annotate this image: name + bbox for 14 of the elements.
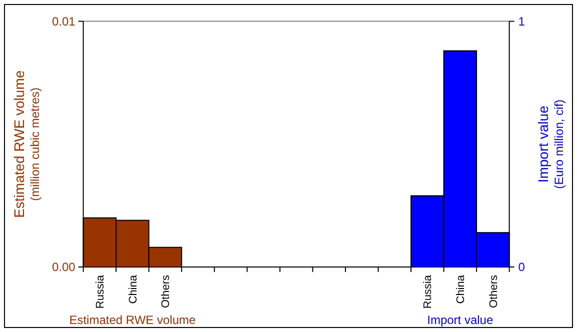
text: Import value xyxy=(427,313,494,327)
x-tick-label: Others xyxy=(488,274,500,308)
y-axis-title: Estimated RWE volume (million cubic metres) xyxy=(11,70,42,218)
y2-tick-label: 1 xyxy=(518,14,526,28)
text: Estimated RWE volume xyxy=(69,313,196,327)
y2-tick-label: 0 xyxy=(518,260,526,274)
y-tick-label: 0.00 xyxy=(52,260,76,274)
y2-axis-title: Import value (Euro million, cif) xyxy=(535,99,566,189)
x-tick-label: Russia xyxy=(94,274,107,309)
x-tick-label: Others xyxy=(160,274,172,308)
x-tick-label: China xyxy=(127,274,140,304)
x-tick-label: China xyxy=(454,274,467,304)
y-tick-label: 0.01 xyxy=(52,14,76,28)
x-tick-label: Russia xyxy=(422,274,434,309)
